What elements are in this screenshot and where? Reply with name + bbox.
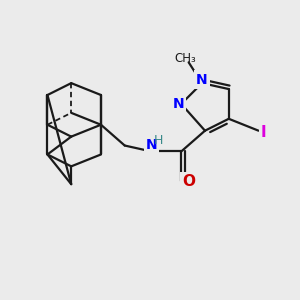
- Text: I: I: [261, 125, 267, 140]
- Text: N: N: [172, 97, 184, 111]
- Text: H: H: [153, 134, 163, 147]
- Text: CH₃: CH₃: [175, 52, 196, 65]
- Text: N: N: [146, 138, 157, 152]
- Text: N: N: [196, 73, 208, 87]
- Text: O: O: [182, 174, 195, 189]
